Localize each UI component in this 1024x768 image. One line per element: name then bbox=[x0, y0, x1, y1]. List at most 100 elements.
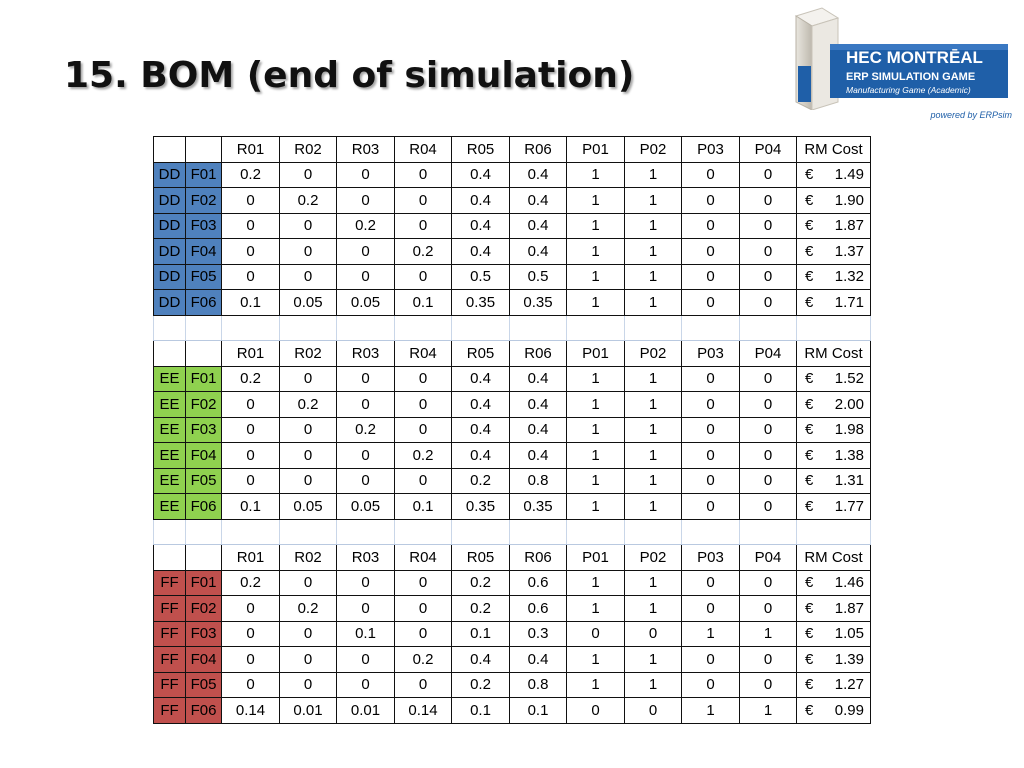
company-cell: FF bbox=[153, 569, 186, 596]
quantity-cell: 0 bbox=[394, 467, 452, 494]
quantity-cell: 0 bbox=[566, 620, 625, 647]
cost-value: €1.52 bbox=[798, 370, 870, 387]
column-header: P04 bbox=[739, 544, 797, 571]
cost-amount: 1.90 bbox=[834, 191, 864, 209]
company-cell: DD bbox=[153, 289, 186, 316]
product-cell: F01 bbox=[185, 365, 222, 392]
hec-montreal-logo: HEC MONTRĒAL ERP SIMULATION GAME Manufac… bbox=[786, 6, 1016, 120]
quantity-cell: 0 bbox=[394, 161, 452, 188]
quantity-cell: 0.4 bbox=[509, 212, 567, 239]
company-cell: FF bbox=[153, 595, 186, 622]
quantity-cell: 0 bbox=[279, 212, 337, 239]
quantity-cell: 0 bbox=[279, 238, 337, 265]
cost-amount: 1.49 bbox=[834, 166, 864, 184]
quantity-cell: 1 bbox=[624, 671, 682, 698]
bom-table: R01 R02 R03 R04 R05 R06 P01 P02 P03 P04 RM Cost DD F… bbox=[153, 136, 871, 724]
company-cell: FF bbox=[153, 646, 186, 673]
quantity-cell: 0 bbox=[394, 263, 452, 290]
column-header: R01 bbox=[221, 340, 280, 367]
quantity-cell: 1 bbox=[566, 263, 625, 290]
column-header: P01 bbox=[566, 544, 625, 571]
column-header: R02 bbox=[279, 544, 337, 571]
rm-cost-cell: €1.90 bbox=[796, 187, 871, 214]
empty-cell bbox=[739, 518, 797, 545]
company-cell: EE bbox=[153, 365, 186, 392]
column-header: RM Cost bbox=[796, 544, 871, 571]
empty-cell bbox=[153, 518, 186, 545]
rm-cost-cell: €1.87 bbox=[796, 212, 871, 239]
currency-symbol: € bbox=[805, 625, 814, 643]
quantity-cell: 0 bbox=[336, 365, 395, 392]
quantity-cell: 0 bbox=[279, 467, 337, 494]
empty-cell bbox=[509, 314, 567, 341]
quantity-cell: 0.05 bbox=[279, 493, 337, 520]
empty-cell bbox=[394, 314, 452, 341]
cost-value: €1.77 bbox=[798, 497, 870, 515]
quantity-cell: 0 bbox=[336, 161, 395, 188]
quantity-cell: 0 bbox=[394, 391, 452, 418]
quantity-cell: 0.2 bbox=[221, 365, 280, 392]
cost-value: €1.46 bbox=[798, 574, 870, 591]
currency-symbol: € bbox=[805, 242, 814, 260]
quantity-cell: 0 bbox=[681, 442, 740, 469]
empty-cell bbox=[279, 518, 337, 545]
quantity-cell: 0 bbox=[739, 416, 797, 443]
currency-symbol: € bbox=[805, 497, 814, 515]
currency-symbol: € bbox=[805, 472, 814, 490]
cost-value: €1.98 bbox=[798, 421, 870, 438]
quantity-cell: 0.4 bbox=[509, 365, 567, 392]
table-row: DD F03 0 0 0.2 0 0.4 0.4 1 1 0 0 €1.87 bbox=[153, 212, 871, 239]
quantity-cell: 0 bbox=[336, 187, 395, 214]
table-row: EE F04 0 0 0 0.2 0.4 0.4 1 1 0 0 €1.38 bbox=[153, 442, 871, 469]
quantity-cell: 0.35 bbox=[509, 289, 567, 316]
quantity-cell: 0.3 bbox=[509, 620, 567, 647]
quantity-cell: 1 bbox=[624, 263, 682, 290]
cost-value: €1.87 bbox=[798, 600, 870, 617]
cost-amount: 2.00 bbox=[834, 395, 864, 413]
quantity-cell: 0 bbox=[336, 391, 395, 418]
cost-value: €1.27 bbox=[798, 676, 870, 693]
empty-cell bbox=[185, 544, 222, 571]
quantity-cell: 0.5 bbox=[451, 263, 510, 290]
rm-cost-cell: €1.49 bbox=[796, 161, 871, 188]
quantity-cell: 0.2 bbox=[451, 569, 510, 596]
quantity-cell: 0 bbox=[681, 493, 740, 520]
column-header: R03 bbox=[336, 340, 395, 367]
empty-cell bbox=[153, 136, 186, 163]
cost-value: €0.99 bbox=[798, 702, 870, 719]
quantity-cell: 0.8 bbox=[509, 671, 567, 698]
rm-cost-cell: €1.52 bbox=[796, 365, 871, 392]
quantity-cell: 0 bbox=[221, 595, 280, 622]
quantity-cell: 0.4 bbox=[509, 161, 567, 188]
rm-cost-cell: €1.77 bbox=[796, 493, 871, 520]
quantity-cell: 1 bbox=[624, 212, 682, 239]
quantity-cell: 0 bbox=[681, 671, 740, 698]
company-cell: EE bbox=[153, 493, 186, 520]
quantity-cell: 1 bbox=[624, 493, 682, 520]
quantity-cell: 0.4 bbox=[451, 442, 510, 469]
quantity-cell: 0 bbox=[739, 569, 797, 596]
cost-value: €1.05 bbox=[798, 625, 870, 643]
currency-symbol: € bbox=[805, 217, 814, 235]
quantity-cell: 0 bbox=[221, 187, 280, 214]
quantity-cell: 1 bbox=[624, 365, 682, 392]
quantity-cell: 0 bbox=[336, 671, 395, 698]
quantity-cell: 0 bbox=[681, 365, 740, 392]
quantity-cell: 0.01 bbox=[279, 697, 337, 724]
quantity-cell: 0.4 bbox=[451, 646, 510, 673]
column-header: P02 bbox=[624, 136, 682, 163]
quantity-cell: 0 bbox=[336, 467, 395, 494]
quantity-cell: 0 bbox=[221, 391, 280, 418]
product-cell: F04 bbox=[185, 442, 222, 469]
table-row: FF F02 0 0.2 0 0 0.2 0.6 1 1 0 0 €1.87 bbox=[153, 595, 871, 622]
rm-cost-cell: €0.99 bbox=[796, 697, 871, 724]
rm-cost-cell: €1.39 bbox=[796, 646, 871, 673]
column-header: R06 bbox=[509, 136, 567, 163]
column-header: P01 bbox=[566, 340, 625, 367]
quantity-cell: 0.2 bbox=[394, 646, 452, 673]
quantity-cell: 0 bbox=[394, 187, 452, 214]
cost-amount: 1.37 bbox=[834, 242, 864, 260]
column-header: R04 bbox=[394, 544, 452, 571]
currency-symbol: € bbox=[805, 650, 814, 668]
cost-value: €2.00 bbox=[798, 395, 870, 413]
